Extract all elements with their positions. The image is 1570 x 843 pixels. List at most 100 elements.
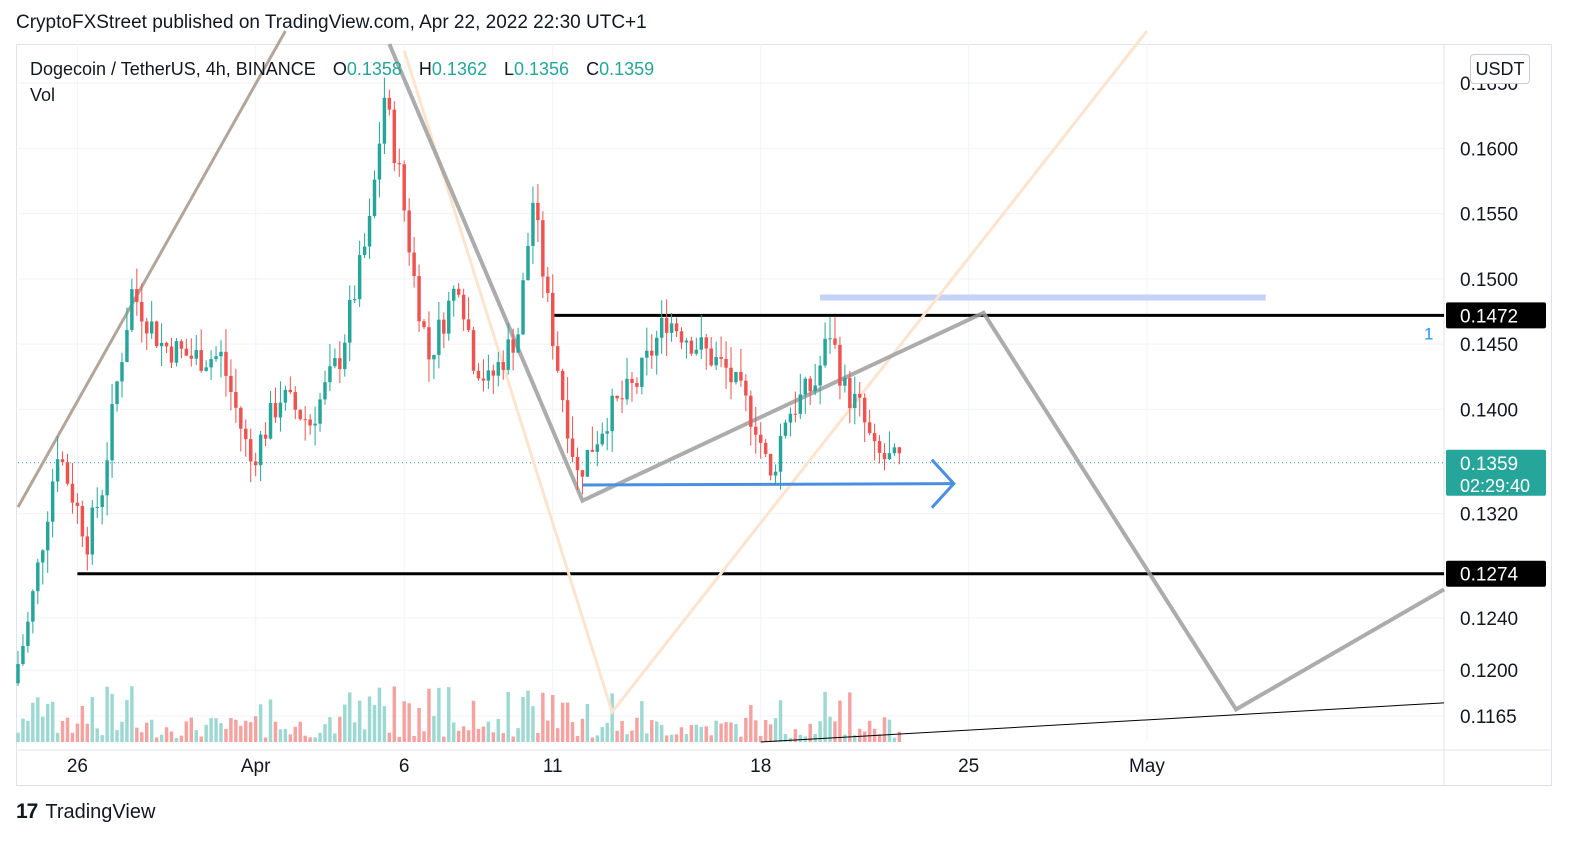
candle-body: [501, 362, 505, 370]
candle-body: [31, 591, 35, 622]
volume-bar: [793, 729, 798, 742]
volume-bar: [516, 728, 520, 742]
candle-body: [570, 438, 575, 457]
published-header: CryptoFXStreet published on TradingView.…: [16, 12, 647, 33]
time-tick-label: 26: [67, 756, 88, 777]
volume-bar: [645, 733, 649, 742]
candle-body: [367, 216, 372, 247]
candle-body: [229, 375, 233, 392]
volume-bar: [189, 717, 194, 742]
volume-bar: [640, 701, 644, 742]
candle-body: [531, 202, 535, 246]
candle-body: [95, 506, 99, 508]
volume-bar: [21, 718, 25, 742]
volume-bar: [36, 697, 40, 742]
volume-bar: [882, 717, 887, 742]
volume-bar: [31, 702, 35, 742]
volume-bar: [352, 722, 357, 742]
candle-body: [882, 452, 887, 460]
volume-bar: [60, 720, 65, 742]
volume-bar: [763, 720, 768, 742]
volume-bar: [273, 721, 278, 742]
volume-bar: [744, 717, 748, 742]
candle-body: [635, 382, 639, 387]
volume-bar: [159, 734, 164, 742]
symbol-title[interactable]: Dogecoin / TetherUS, 4h, BINANCE: [30, 59, 316, 79]
candlesticks: [16, 77, 902, 687]
volume-bar: [724, 722, 728, 742]
low-label: L: [504, 59, 515, 79]
price-tick-label: 0.1550: [1460, 205, 1518, 226]
candle-body: [739, 371, 743, 381]
volume-bar: [70, 732, 75, 742]
current-price-badge-bg: [1446, 449, 1546, 496]
volume-bar: [570, 722, 575, 742]
volume-bar: [610, 693, 614, 742]
volume-bar: [244, 720, 248, 742]
volume-bar: [828, 716, 832, 742]
candle-body: [669, 323, 674, 333]
candle-body: [877, 441, 882, 453]
volume-bar: [461, 726, 466, 742]
volume-bar: [575, 735, 580, 742]
candle-body: [140, 302, 144, 322]
candle-body: [120, 362, 124, 382]
candle-body: [486, 370, 491, 381]
volume-bar: [605, 722, 609, 742]
volume-bar: [526, 690, 530, 742]
candle-body: [204, 367, 208, 371]
volume-label[interactable]: Vol: [30, 85, 56, 105]
candle-body: [65, 462, 70, 484]
candle-body: [659, 317, 664, 338]
candle-body: [328, 366, 332, 383]
currency-selector[interactable]: USDT: [1470, 54, 1530, 84]
candle-body: [145, 321, 149, 334]
current-price-badge-countdown: 02:29:40: [1460, 476, 1530, 496]
candle-body: [664, 317, 669, 333]
candle-body: [560, 370, 565, 401]
candle-body: [585, 449, 590, 477]
candle-body: [600, 433, 604, 445]
high-label: H: [418, 59, 432, 79]
volume-bar: [417, 707, 421, 742]
volume-bar: [407, 703, 411, 742]
candle-body: [872, 433, 877, 442]
candle-body: [397, 163, 401, 165]
volume-bar: [174, 737, 179, 742]
volume-bar: [219, 723, 223, 742]
volume-bar: [50, 701, 55, 742]
candle-body: [595, 444, 600, 452]
candle-body: [427, 327, 431, 360]
volume-bar: [145, 722, 149, 742]
candle-body: [308, 419, 312, 426]
volume-bar: [466, 730, 471, 742]
volume-bar: [323, 724, 327, 742]
volume-bar: [580, 718, 585, 742]
volume-bar: [704, 726, 708, 742]
volume-bar: [506, 691, 510, 742]
volume-bar: [486, 721, 491, 742]
close-label: C: [586, 59, 600, 79]
candle-body: [526, 245, 530, 281]
volume-bar: [838, 700, 842, 742]
candle-body: [437, 319, 441, 355]
candle-body: [823, 338, 827, 366]
candle-body: [333, 358, 337, 367]
candle-body: [763, 442, 768, 454]
chart-legend: Dogecoin / TetherUS, 4h, BINANCE O0.1358…: [30, 56, 654, 108]
volume-bar: [664, 735, 669, 742]
candle-body: [838, 344, 842, 386]
candle-body: [50, 481, 55, 522]
candle-body: [704, 337, 708, 349]
volume-bar: [833, 721, 837, 742]
candle-body: [318, 399, 322, 424]
candle-body: [125, 329, 129, 363]
volume-bar: [630, 730, 634, 742]
candle-body: [833, 338, 837, 345]
candle-body: [278, 402, 283, 418]
volume-bar: [402, 701, 406, 742]
candle-body: [620, 398, 624, 400]
volume-bar: [105, 686, 109, 742]
volume-bar: [541, 692, 545, 742]
